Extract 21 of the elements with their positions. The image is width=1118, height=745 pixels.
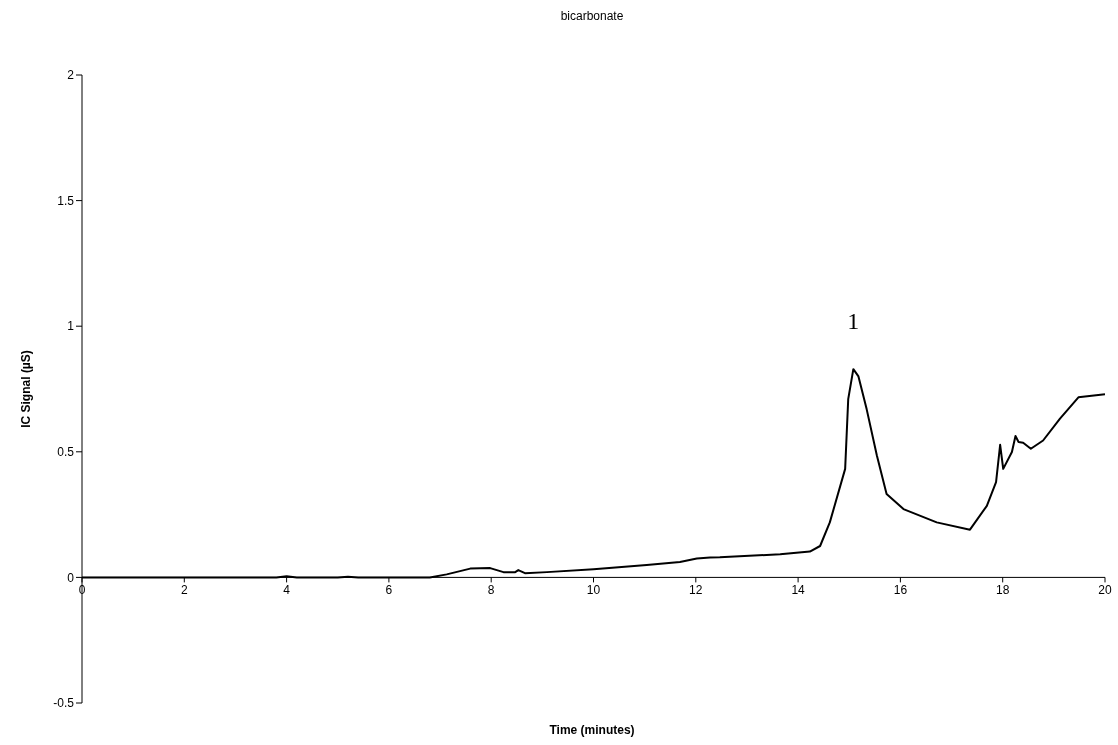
y-tick-label: 0 xyxy=(67,570,75,585)
x-tick-label: 4 xyxy=(283,583,291,598)
chart-title: bicarbonate xyxy=(559,8,625,25)
x-tick-label: 0 xyxy=(78,583,86,598)
y-axis-title: IC Signal (µS) xyxy=(19,350,34,428)
x-tick-label: 8 xyxy=(487,583,495,598)
y-tick-label: -0.5 xyxy=(53,696,75,711)
x-tick-label: 6 xyxy=(385,583,393,598)
annotation: 1 xyxy=(847,308,860,335)
x-tick-label: 10 xyxy=(586,583,601,598)
x-tick-label: 16 xyxy=(893,583,908,598)
x-tick-label: 2 xyxy=(180,583,188,598)
x-tick-label: 18 xyxy=(996,583,1010,598)
x-tick-label: 12 xyxy=(689,583,703,598)
y-tick-label: 1.5 xyxy=(57,193,75,208)
x-tick-label: 14 xyxy=(791,583,806,598)
x-tick-label: 20 xyxy=(1098,583,1112,598)
y-tick-label: 0.5 xyxy=(57,445,75,460)
y-tick-label: 1 xyxy=(67,319,75,334)
y-tick-label: 2 xyxy=(67,68,75,83)
x-axis-title: Time (minutes) xyxy=(548,723,636,737)
